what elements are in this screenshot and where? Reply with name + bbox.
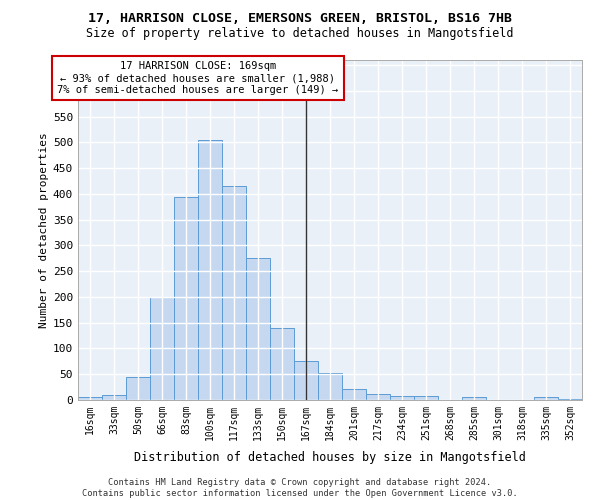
- Text: Contains HM Land Registry data © Crown copyright and database right 2024.
Contai: Contains HM Land Registry data © Crown c…: [82, 478, 518, 498]
- Bar: [342, 388, 366, 400]
- Bar: [222, 186, 246, 400]
- Bar: [126, 377, 150, 400]
- Bar: [534, 398, 558, 400]
- Bar: [318, 373, 342, 400]
- Bar: [558, 399, 582, 400]
- Text: 17 HARRISON CLOSE: 169sqm
← 93% of detached houses are smaller (1,988)
7% of sem: 17 HARRISON CLOSE: 169sqm ← 93% of detac…: [58, 62, 338, 94]
- Bar: [78, 398, 102, 400]
- Bar: [462, 397, 486, 400]
- Bar: [270, 328, 294, 400]
- Bar: [366, 394, 390, 400]
- Bar: [246, 258, 270, 400]
- Bar: [414, 396, 438, 400]
- Text: 17, HARRISON CLOSE, EMERSONS GREEN, BRISTOL, BS16 7HB: 17, HARRISON CLOSE, EMERSONS GREEN, BRIS…: [88, 12, 512, 26]
- Bar: [102, 395, 126, 400]
- Bar: [150, 297, 174, 400]
- Bar: [198, 140, 222, 400]
- X-axis label: Distribution of detached houses by size in Mangotsfield: Distribution of detached houses by size …: [134, 451, 526, 464]
- Bar: [294, 362, 318, 400]
- Bar: [174, 196, 198, 400]
- Y-axis label: Number of detached properties: Number of detached properties: [39, 132, 49, 328]
- Bar: [390, 396, 414, 400]
- Text: Size of property relative to detached houses in Mangotsfield: Size of property relative to detached ho…: [86, 28, 514, 40]
